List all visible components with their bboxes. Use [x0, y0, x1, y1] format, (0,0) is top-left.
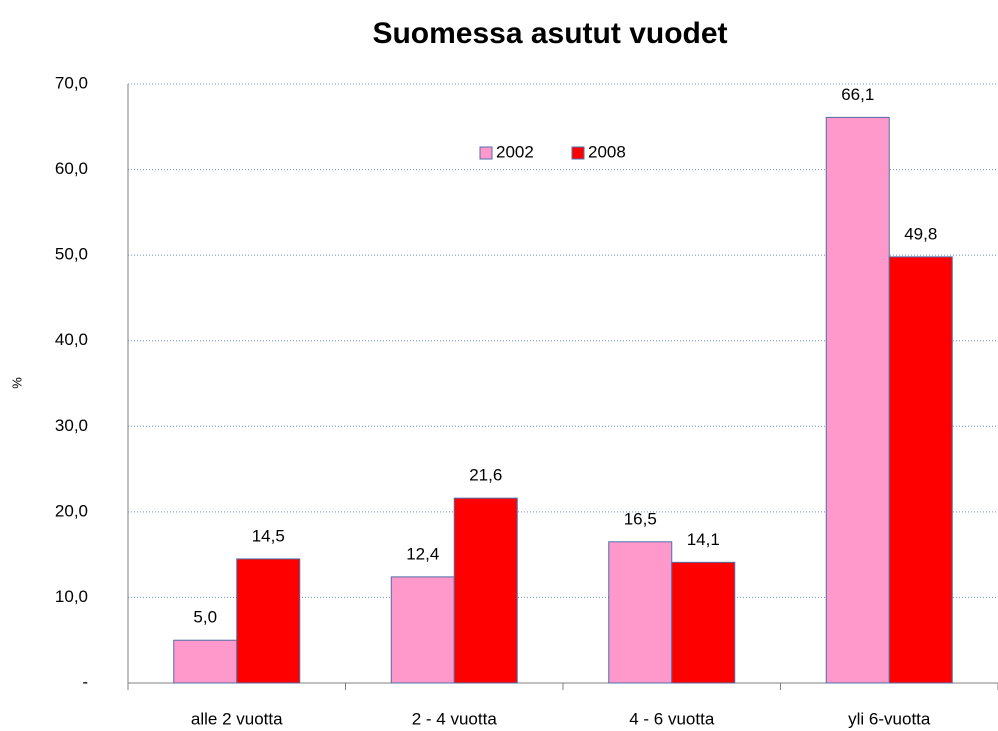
- bar: [236, 558, 301, 684]
- y-tick-label: 50,0: [55, 245, 88, 264]
- y-tick-label: 60,0: [55, 159, 88, 178]
- x-tick-label: 2 - 4 vuotta: [412, 709, 498, 728]
- value-label: 49,8: [904, 224, 937, 243]
- value-label: 16,5: [624, 509, 657, 528]
- x-tick-label: alle 2 vuotta: [191, 709, 283, 728]
- legend-label: 2008: [588, 142, 626, 161]
- y-axis-label: %: [9, 377, 24, 389]
- value-label: 14,5: [252, 526, 285, 545]
- bar: [608, 541, 673, 684]
- bar: [173, 639, 238, 684]
- bar: [888, 256, 953, 684]
- value-label: 66,1: [841, 85, 874, 104]
- x-tick-label: 4 - 6 vuotta: [629, 709, 715, 728]
- legend-swatch: [479, 146, 493, 160]
- y-tick-label: 30,0: [55, 416, 88, 435]
- bar: [390, 576, 455, 684]
- y-tick-label: 20,0: [55, 501, 88, 520]
- value-label: 5,0: [193, 608, 217, 627]
- y-tick-label: -: [82, 672, 88, 691]
- value-label: 21,6: [469, 466, 502, 485]
- value-label: 14,1: [687, 530, 720, 549]
- y-tick-label: 40,0: [55, 330, 88, 349]
- chart-title: Suomessa asutut vuodet: [372, 17, 727, 50]
- legend-label: 2002: [496, 142, 534, 161]
- bar: [671, 561, 736, 684]
- x-tick-label: yli 6-vuotta: [848, 709, 931, 728]
- legend-swatch: [571, 146, 585, 160]
- bar: [825, 116, 890, 684]
- bar: [453, 497, 518, 684]
- value-label: 12,4: [406, 544, 439, 563]
- y-tick-label: 70,0: [55, 73, 88, 92]
- y-tick-label: 10,0: [55, 587, 88, 606]
